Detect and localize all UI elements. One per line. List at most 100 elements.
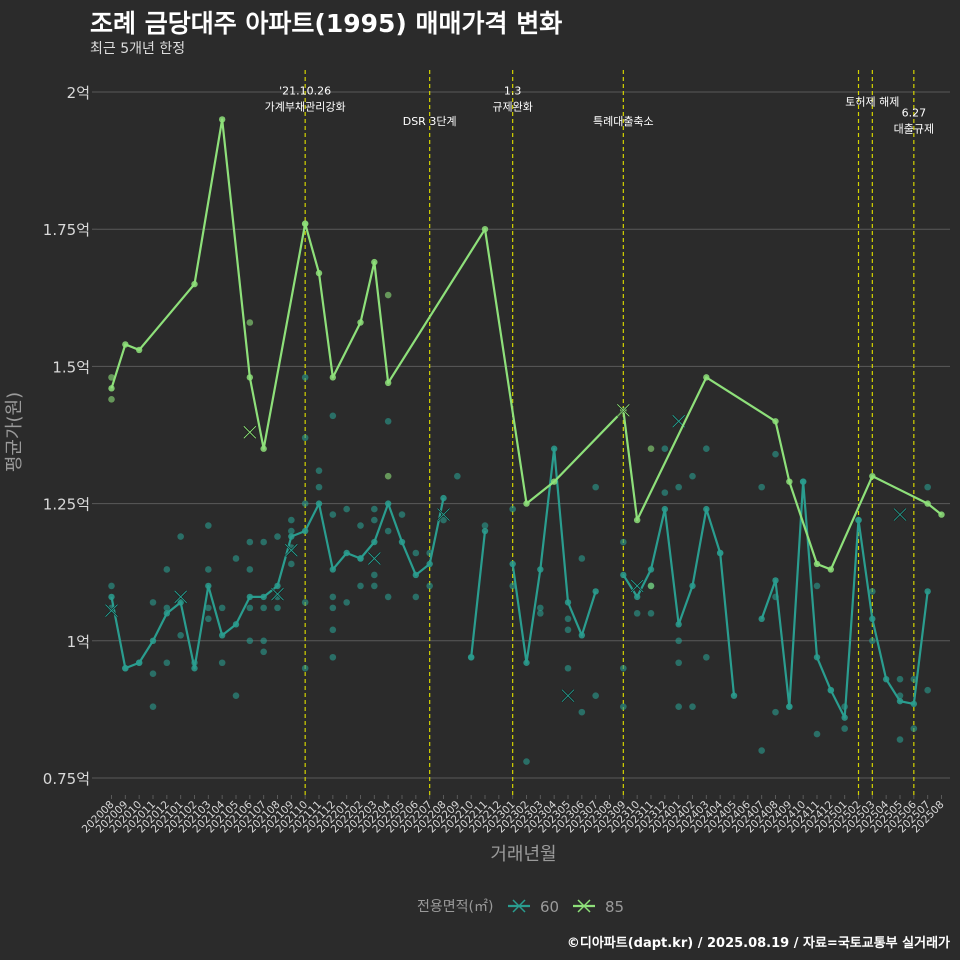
chart-title: 조례 금당대주 아파트(1995) 매매가격 변화 <box>90 9 563 38</box>
x-marker <box>243 425 257 439</box>
data-point <box>398 511 406 518</box>
data-point <box>896 736 904 743</box>
data-point <box>813 582 821 590</box>
x-marker-stroke <box>105 604 118 617</box>
x-marker-stroke <box>284 543 298 557</box>
line-point <box>191 665 198 672</box>
y-tick-label: 1.25억 <box>43 496 90 514</box>
data-point <box>149 599 157 606</box>
data-point <box>384 291 392 299</box>
line-point <box>827 566 835 573</box>
line-point <box>135 346 143 354</box>
data-point <box>288 516 295 524</box>
data-point <box>108 396 115 403</box>
line-point <box>329 374 337 381</box>
data-point <box>232 555 240 562</box>
line-point <box>440 494 447 502</box>
data-point <box>412 593 420 601</box>
line-point <box>205 582 212 590</box>
data-point <box>163 604 171 612</box>
line-point <box>675 621 682 628</box>
line-point <box>357 555 364 562</box>
data-point <box>384 472 392 480</box>
data-point <box>633 610 641 617</box>
line-point <box>813 560 821 568</box>
event-label: 6.27 <box>902 107 927 120</box>
series-85 <box>108 116 945 590</box>
data-point <box>758 483 765 491</box>
line-point <box>260 593 267 601</box>
data-point <box>592 692 599 699</box>
line-point <box>882 676 890 683</box>
data-point <box>288 527 295 535</box>
data-point <box>343 599 350 606</box>
x-marker <box>104 603 119 618</box>
data-point <box>149 670 157 678</box>
line-point <box>730 692 738 699</box>
event-label: '21.10.26 <box>279 85 331 98</box>
data-point <box>620 538 627 546</box>
y-gridlines <box>97 91 950 779</box>
data-point <box>108 374 115 381</box>
legend-title: 전용면적(㎡) <box>417 899 493 915</box>
series-line <box>470 530 487 658</box>
data-point <box>315 483 323 491</box>
data-point <box>371 571 378 579</box>
data-point <box>274 604 281 612</box>
data-point <box>924 686 931 694</box>
data-point <box>564 626 572 634</box>
data-point <box>509 582 516 590</box>
data-point <box>661 445 669 453</box>
data-point <box>454 472 461 480</box>
data-point <box>869 637 876 645</box>
data-point <box>841 725 848 732</box>
line-point <box>218 116 226 123</box>
line-point <box>108 593 115 601</box>
line-point <box>758 615 765 623</box>
data-point <box>357 522 364 529</box>
x-axis-title: 거래년월 <box>490 844 556 865</box>
line-point <box>108 385 115 392</box>
line-point <box>163 610 171 617</box>
x-marker <box>893 507 907 522</box>
event-label: DSR 3단계 <box>403 115 457 128</box>
data-point <box>578 708 586 716</box>
data-point <box>896 675 904 683</box>
line-point <box>218 632 226 639</box>
line-point <box>371 258 378 266</box>
line-point <box>343 549 350 557</box>
data-point <box>329 593 337 601</box>
line-point <box>122 341 129 348</box>
y-tick-label: 1.5억 <box>52 358 90 376</box>
data-point <box>301 500 309 507</box>
data-point <box>869 588 876 595</box>
event-label: 토허제 해제 <box>845 95 899 109</box>
legend-label: 85 <box>605 898 624 916</box>
x-marker <box>173 590 188 604</box>
data-point <box>564 664 572 672</box>
data-point <box>371 516 378 524</box>
line-point <box>703 505 710 513</box>
data-point <box>218 604 226 612</box>
data-point <box>357 582 364 590</box>
legend-key-x <box>512 899 526 913</box>
line-point <box>384 379 392 387</box>
data-point <box>910 675 918 683</box>
data-point <box>163 566 171 573</box>
y-tick-label: 1억 <box>67 633 90 651</box>
data-point <box>246 319 254 326</box>
line-point <box>481 527 489 535</box>
series-60 <box>104 374 931 765</box>
line-point <box>799 478 807 485</box>
line-point <box>841 714 848 721</box>
data-point <box>481 522 489 529</box>
event-label: 대출규제 <box>894 123 934 136</box>
data-point <box>329 653 337 661</box>
data-point <box>371 505 378 513</box>
y-axis-ticks: 0.75억 1억 1.25억 1.5억 1.75억 2억 <box>43 84 97 788</box>
data-point <box>329 412 337 420</box>
data-point <box>689 703 696 710</box>
data-point <box>108 582 115 590</box>
series-line <box>110 118 943 571</box>
line-point <box>772 577 779 584</box>
